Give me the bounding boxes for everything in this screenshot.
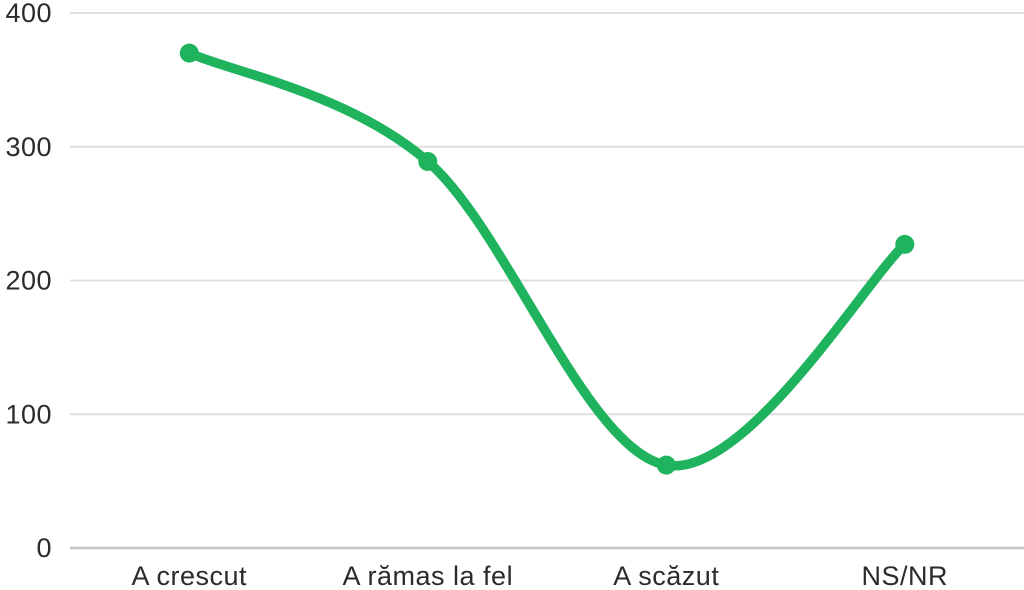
y-tick-label: 200 bbox=[5, 266, 52, 296]
y-tick-label: 0 bbox=[36, 533, 52, 563]
x-category-label: A crescut bbox=[132, 561, 248, 590]
y-tick-label: 400 bbox=[5, 0, 52, 28]
data-point-marker bbox=[656, 455, 676, 475]
y-tick-label: 100 bbox=[5, 399, 52, 429]
data-point-marker bbox=[179, 43, 199, 63]
data-point-marker bbox=[418, 152, 438, 171]
series-line bbox=[184, 48, 910, 471]
x-category-label: A rămas la fel bbox=[343, 561, 514, 590]
x-category-label: NS/NR bbox=[862, 561, 949, 590]
y-tick-label: 300 bbox=[5, 132, 52, 162]
x-category-label: A scăzut bbox=[613, 561, 719, 590]
data-point-marker bbox=[895, 234, 915, 254]
